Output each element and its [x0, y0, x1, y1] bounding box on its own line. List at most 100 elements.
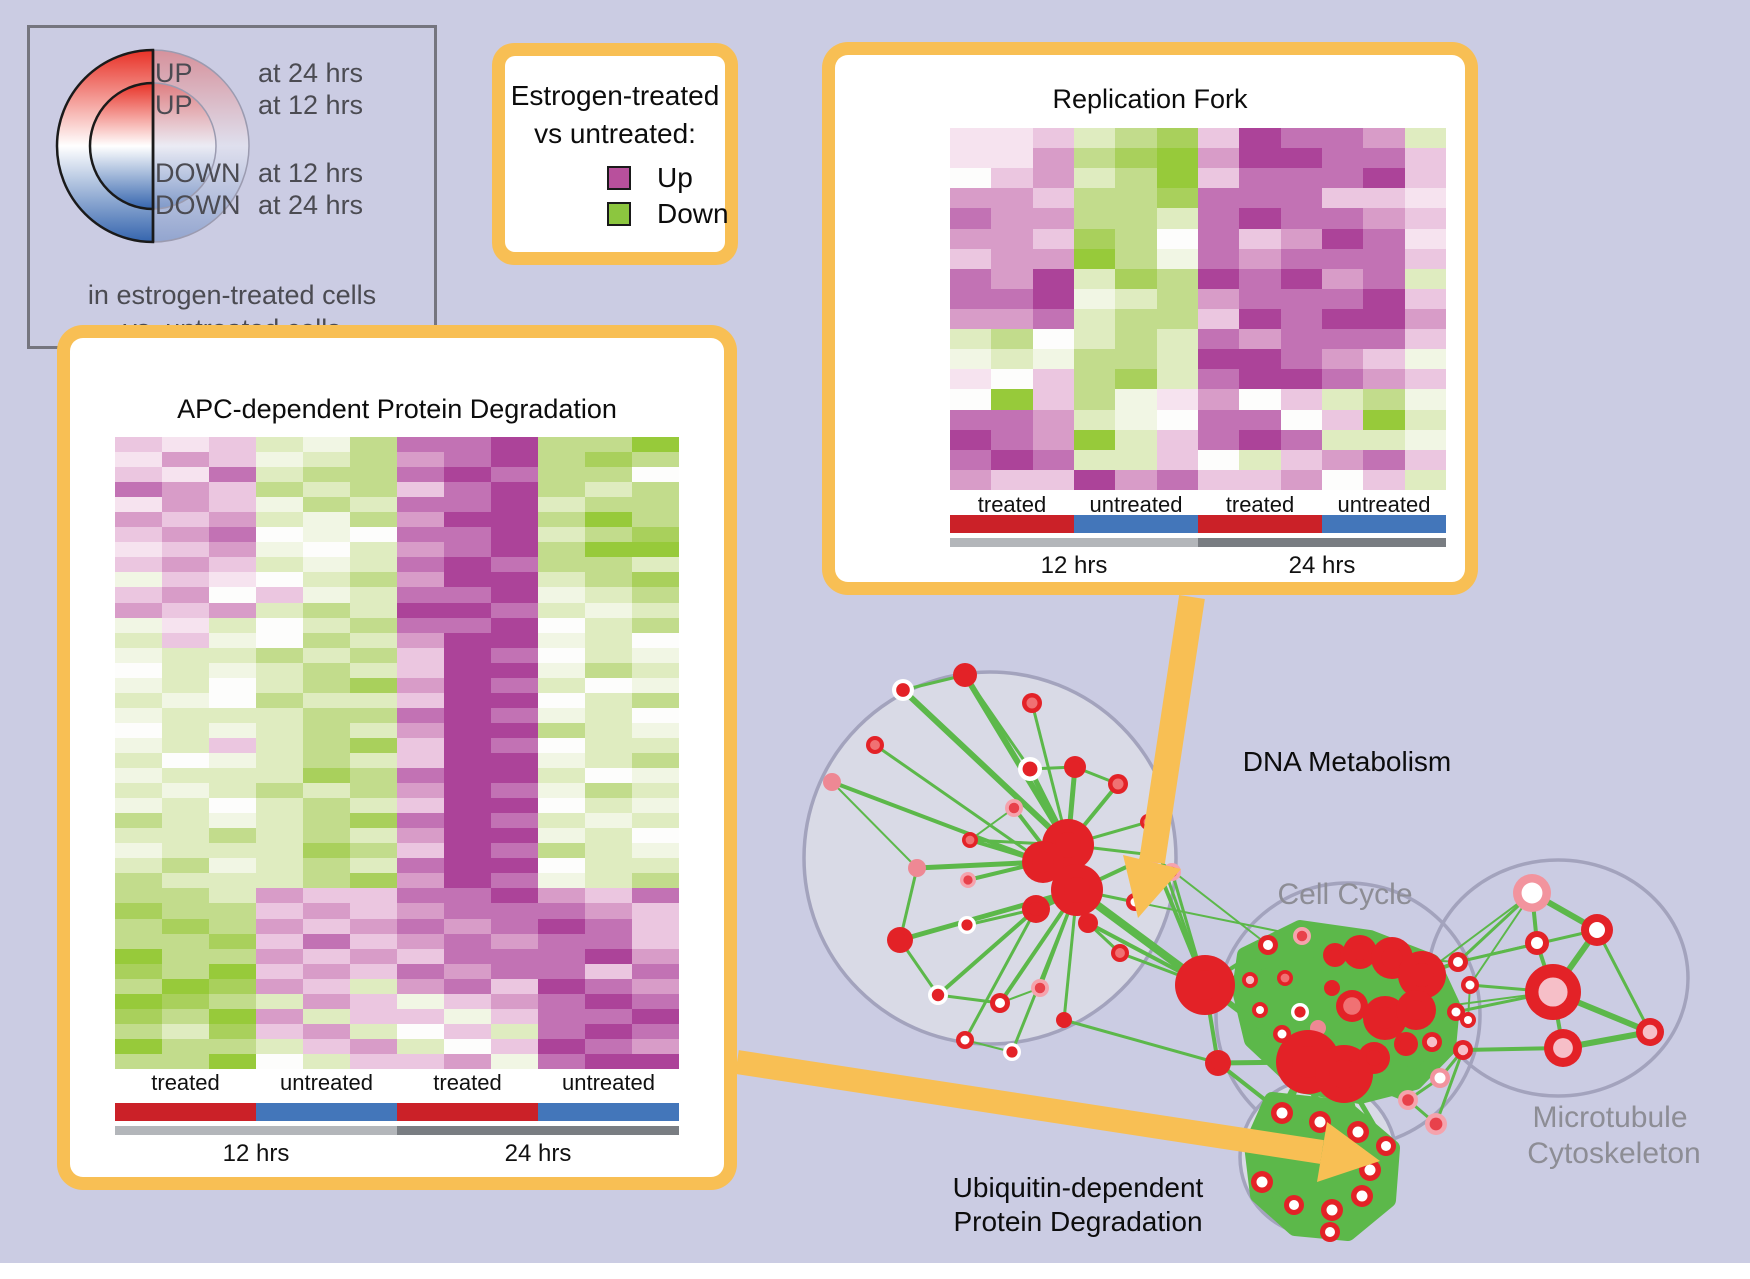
heatmap-cell [209, 828, 256, 844]
heatmap-cell [538, 888, 585, 904]
heatmap-cell [991, 409, 1033, 430]
heatmap-cell [350, 512, 397, 528]
heatmap-cell [585, 557, 632, 573]
heatmap-cell [397, 873, 444, 889]
heatmap-cell [1404, 188, 1446, 209]
heatmap-cell [632, 1053, 679, 1069]
heatmap-cell [209, 903, 256, 919]
heatmap-cell [115, 783, 162, 799]
heatmap-cell [397, 542, 444, 558]
heatmap-cell [950, 429, 992, 450]
heatmap-cell [1239, 208, 1281, 229]
heatmap-cell [538, 437, 585, 453]
time-bar-segment [1198, 538, 1446, 547]
heatmap-cell [256, 467, 303, 483]
heatmap-cell [538, 692, 585, 708]
heatmap-cell [1239, 409, 1281, 430]
heatmap-cell [991, 469, 1033, 490]
heatmap-cell [397, 963, 444, 979]
heatmap-cell [256, 707, 303, 723]
group-label: untreated [280, 1070, 373, 1095]
heatmap-cell [491, 632, 538, 648]
heatmap-cell [397, 632, 444, 648]
heatmap-cell [444, 873, 491, 889]
heatmap-cell [991, 248, 1033, 269]
heatmap-cell [1073, 228, 1116, 249]
heatmap-cell [1363, 148, 1405, 169]
heatmap-cell [350, 692, 397, 708]
heatmap-cell [444, 482, 491, 498]
heatmap-cell [1363, 128, 1405, 149]
heatmap-cell [350, 963, 397, 979]
heatmap-cell [350, 1053, 397, 1069]
heatmap-cell [209, 1008, 256, 1024]
heatmap-cell [1115, 188, 1157, 209]
heatmap-cell [256, 527, 303, 543]
heatmap-cell [632, 978, 679, 994]
heatmap-cell [303, 783, 350, 799]
heatmap-cell [303, 858, 350, 874]
heatmap-cell [1280, 168, 1322, 189]
heatmap-cell [1156, 208, 1198, 229]
heatmap-cell [350, 752, 397, 769]
heatmap-cell [1073, 248, 1116, 269]
heatmap-cell [491, 1023, 538, 1039]
heatmap-cell [632, 752, 679, 769]
heatmap-cell [209, 813, 256, 829]
heatmap-cell [162, 828, 209, 844]
heatmap-cell [1363, 349, 1405, 370]
heatmap-cell [632, 692, 679, 708]
heatmap-cell [491, 828, 538, 844]
heatmap-cell [162, 452, 209, 468]
heatmap-cell [209, 858, 256, 874]
heatmap-cell [1197, 308, 1240, 330]
condition-bar-segment [1074, 515, 1198, 533]
heatmap-cell [1321, 349, 1364, 370]
condition-bar-segment [115, 1103, 256, 1121]
heatmap-cell [1363, 429, 1405, 450]
heatmap-cell [585, 963, 632, 979]
heatmap-cell [162, 557, 209, 573]
heatmap-cell [115, 843, 162, 859]
heatmap-cell [491, 843, 538, 859]
heatmap-cell [444, 467, 491, 483]
heatmap-cell [538, 873, 585, 889]
updown-legend-inner: Estrogen-treated vs untreated: Up Down [505, 56, 729, 252]
heatmap-cell [1073, 148, 1116, 169]
heatmap-cell [1321, 208, 1364, 229]
heatmap-cell [585, 467, 632, 483]
heatmap-cell [1197, 409, 1240, 430]
heatmap-cell [397, 888, 444, 904]
heatmap-cell [397, 948, 444, 964]
heatmap-cell [397, 737, 444, 753]
rf-time-labels: 12 hrs 24 hrs [950, 552, 1446, 580]
heatmap-cell [538, 798, 585, 814]
heatmap-cell [491, 918, 538, 934]
heatmap-cell [303, 993, 350, 1009]
heatmap-cell [256, 873, 303, 889]
heatmap-cell [632, 662, 679, 678]
heatmap-cell [1321, 288, 1364, 309]
heatmap-cell [1404, 288, 1446, 309]
group-label: untreated [1089, 492, 1183, 517]
heatmap-cell [397, 1023, 444, 1039]
heatmap-cell [162, 647, 209, 663]
heatmap-cell [256, 978, 303, 994]
heatmap-cell [350, 557, 397, 573]
heatmap-cell [256, 602, 303, 618]
heatmap-cell [950, 128, 992, 149]
heatmap-cell [350, 798, 397, 814]
heatmap-cell [162, 798, 209, 814]
heatmap-cell [303, 813, 350, 829]
heatmap-cell [350, 873, 397, 889]
heatmap-cell [397, 843, 444, 859]
heatmap-cell [585, 707, 632, 723]
heatmap-cell [491, 978, 538, 994]
heatmap-cell [350, 888, 397, 904]
heatmap-cell [491, 692, 538, 708]
heatmap-cell [1115, 429, 1157, 450]
heatmap-cell [115, 722, 162, 738]
heatmap-cell [1239, 308, 1281, 330]
heatmap-cell [350, 843, 397, 859]
heatmap-cell [1073, 429, 1116, 450]
